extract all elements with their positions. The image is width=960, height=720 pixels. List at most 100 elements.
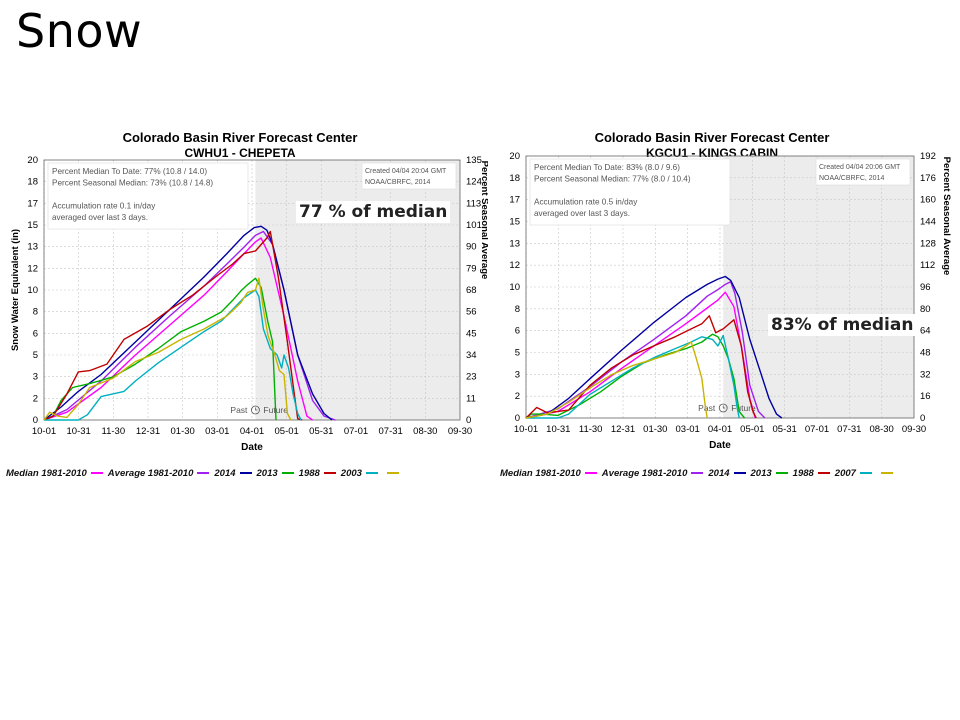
y-tick-label: 2 [33,393,38,404]
x-tick-label: 10-01 [514,424,538,435]
y2-tick-label: 90 [466,242,477,253]
x-tick-label: 11-30 [102,426,126,437]
legend-swatch [859,472,872,474]
x-axis-label: Date [709,440,731,451]
legend-swatch [386,472,399,474]
info-line: averaged over last 3 days. [52,213,148,222]
legend-item: Median 1981-2010 [500,468,597,479]
legend-label: 2013 [750,467,772,479]
y2-tick-label: 32 [920,369,931,380]
info-line: Percent Seasonal Median: 77% (8.0 / 10.4… [534,175,691,184]
slide-title: Snow [16,4,143,58]
y2-tick-label: 34 [466,350,477,361]
y2-tick-label: 96 [920,282,931,293]
clock-icon [251,405,260,415]
x-tick-label: 08-30 [870,424,894,435]
created-box [361,162,457,190]
callout-percent-median-kings-cabin: 83% of median [768,314,917,336]
y-tick-label: 0 [515,413,520,424]
legend-label: Median 1981-2010 [6,467,87,479]
legend-label: 1988 [792,467,814,479]
legend-item: 2013 [751,468,788,479]
info-line: Percent Median To Date: 77% (10.8 / 14.0… [52,167,207,176]
x-tick-label: 12-31 [611,424,635,435]
series-line-4 [525,315,757,419]
y2-tick-label: 11 [466,393,476,404]
plot-frame [43,159,461,421]
y2-tick-label: 0 [466,415,471,426]
chart-chepeta: Colorado Basin River Forecast Center CWHU… [8,120,488,490]
info-line: averaged over last 3 days. [534,209,630,218]
legend-swatch [323,472,336,474]
info-line: Percent Seasonal Median: 73% (10.8 / 14.… [52,179,213,188]
y-tick-label: 12 [27,263,38,274]
y2-tick-label: 124 [466,177,482,188]
y-tick-label: 8 [33,307,38,318]
clock-hands [722,405,726,409]
x-tick-label: 05-01 [275,426,299,437]
past-label: Past [230,405,248,415]
chart-kings-cabin: Colorado Basin River Forecast Center KGCU… [500,120,960,490]
legend-swatch [817,472,830,474]
legend-item: Average 1981-2010 [108,468,210,479]
series-line-6 [43,277,292,421]
legend-item: 2007 [835,468,872,479]
legend-chepeta: Median 1981-2010 Average 1981-2010 2014 201… [6,466,486,480]
y2-tick-label: 160 [920,195,936,206]
y2-tick-label: 113 [466,198,481,209]
legend-label: 2007 [834,467,856,479]
legend-swatch [775,472,788,474]
legend-item: 2003 [341,468,378,479]
x-tick-label: 09-30 [448,426,472,437]
legend-swatch [365,472,378,474]
created-line: NOAA/CBRFC, 2014 [819,175,884,182]
y2-tick-label: 135 [466,155,482,166]
x-tick-label: 09-30 [902,424,926,435]
y2-tick-label: 80 [920,304,931,315]
y2-tick-label: 112 [920,260,935,271]
series-line-4 [43,230,303,421]
legend-swatch [239,472,252,474]
y-tick-label: 20 [27,155,38,166]
x-tick-label: 10-31 [546,424,570,435]
legend-item [383,472,399,474]
legend-kings-cabin: Median 1981-2010 Average 1981-2010 2014 201… [500,466,900,480]
y-tick-label: 18 [509,173,520,184]
y2-tick-label: 64 [920,326,931,337]
info-box [47,162,249,230]
y2-tick-label: 176 [920,173,936,184]
x-tick-label: 07-01 [805,424,829,435]
legend-label: 2014 [214,467,236,479]
x-tick-label: 12-31 [136,426,160,437]
y2-tick-label: 68 [466,285,477,296]
y-tick-label: 17 [509,195,520,206]
legend-item: 2014 [708,468,746,479]
legend-item: Average 1981-2010 [602,468,704,479]
y2-axis-label: Percent Seasonal Average [941,157,952,276]
legend-label: 1988 [298,467,320,479]
x-tick-label: 03-01 [205,426,229,437]
chart-svg-kings-cabin: Colorado Basin River Forecast CenterKGCU… [509,130,952,451]
x-tick-label: 05-31 [773,424,797,435]
created-line: NOAA/CBRFC, 2014 [365,179,430,186]
x-tick-label: 05-01 [740,424,764,435]
legend-swatch [281,472,294,474]
y-tick-label: 0 [33,415,38,426]
legend-swatch [733,472,746,474]
x-axis-label: Date [241,442,263,453]
legend-label: Median 1981-2010 [500,467,581,479]
y-tick-label: 15 [27,220,38,231]
y2-tick-label: 128 [920,238,936,249]
y-tick-label: 18 [27,177,38,188]
callout-percent-median-chepeta: 77 % of median [296,201,451,223]
legend-item: 1988 [299,468,336,479]
chart-title: Colorado Basin River Forecast Center [595,130,830,145]
chart-svg-chepeta: Colorado Basin River Forecast CenterCWHU… [10,130,488,453]
x-tick-label: 11-30 [579,424,603,435]
legend-swatch [584,472,597,474]
y-tick-label: 13 [27,242,38,253]
x-tick-label: 05-31 [309,426,333,437]
y-tick-label: 3 [515,369,520,380]
y-tick-label: 17 [27,198,38,209]
legend-swatch [90,472,103,474]
